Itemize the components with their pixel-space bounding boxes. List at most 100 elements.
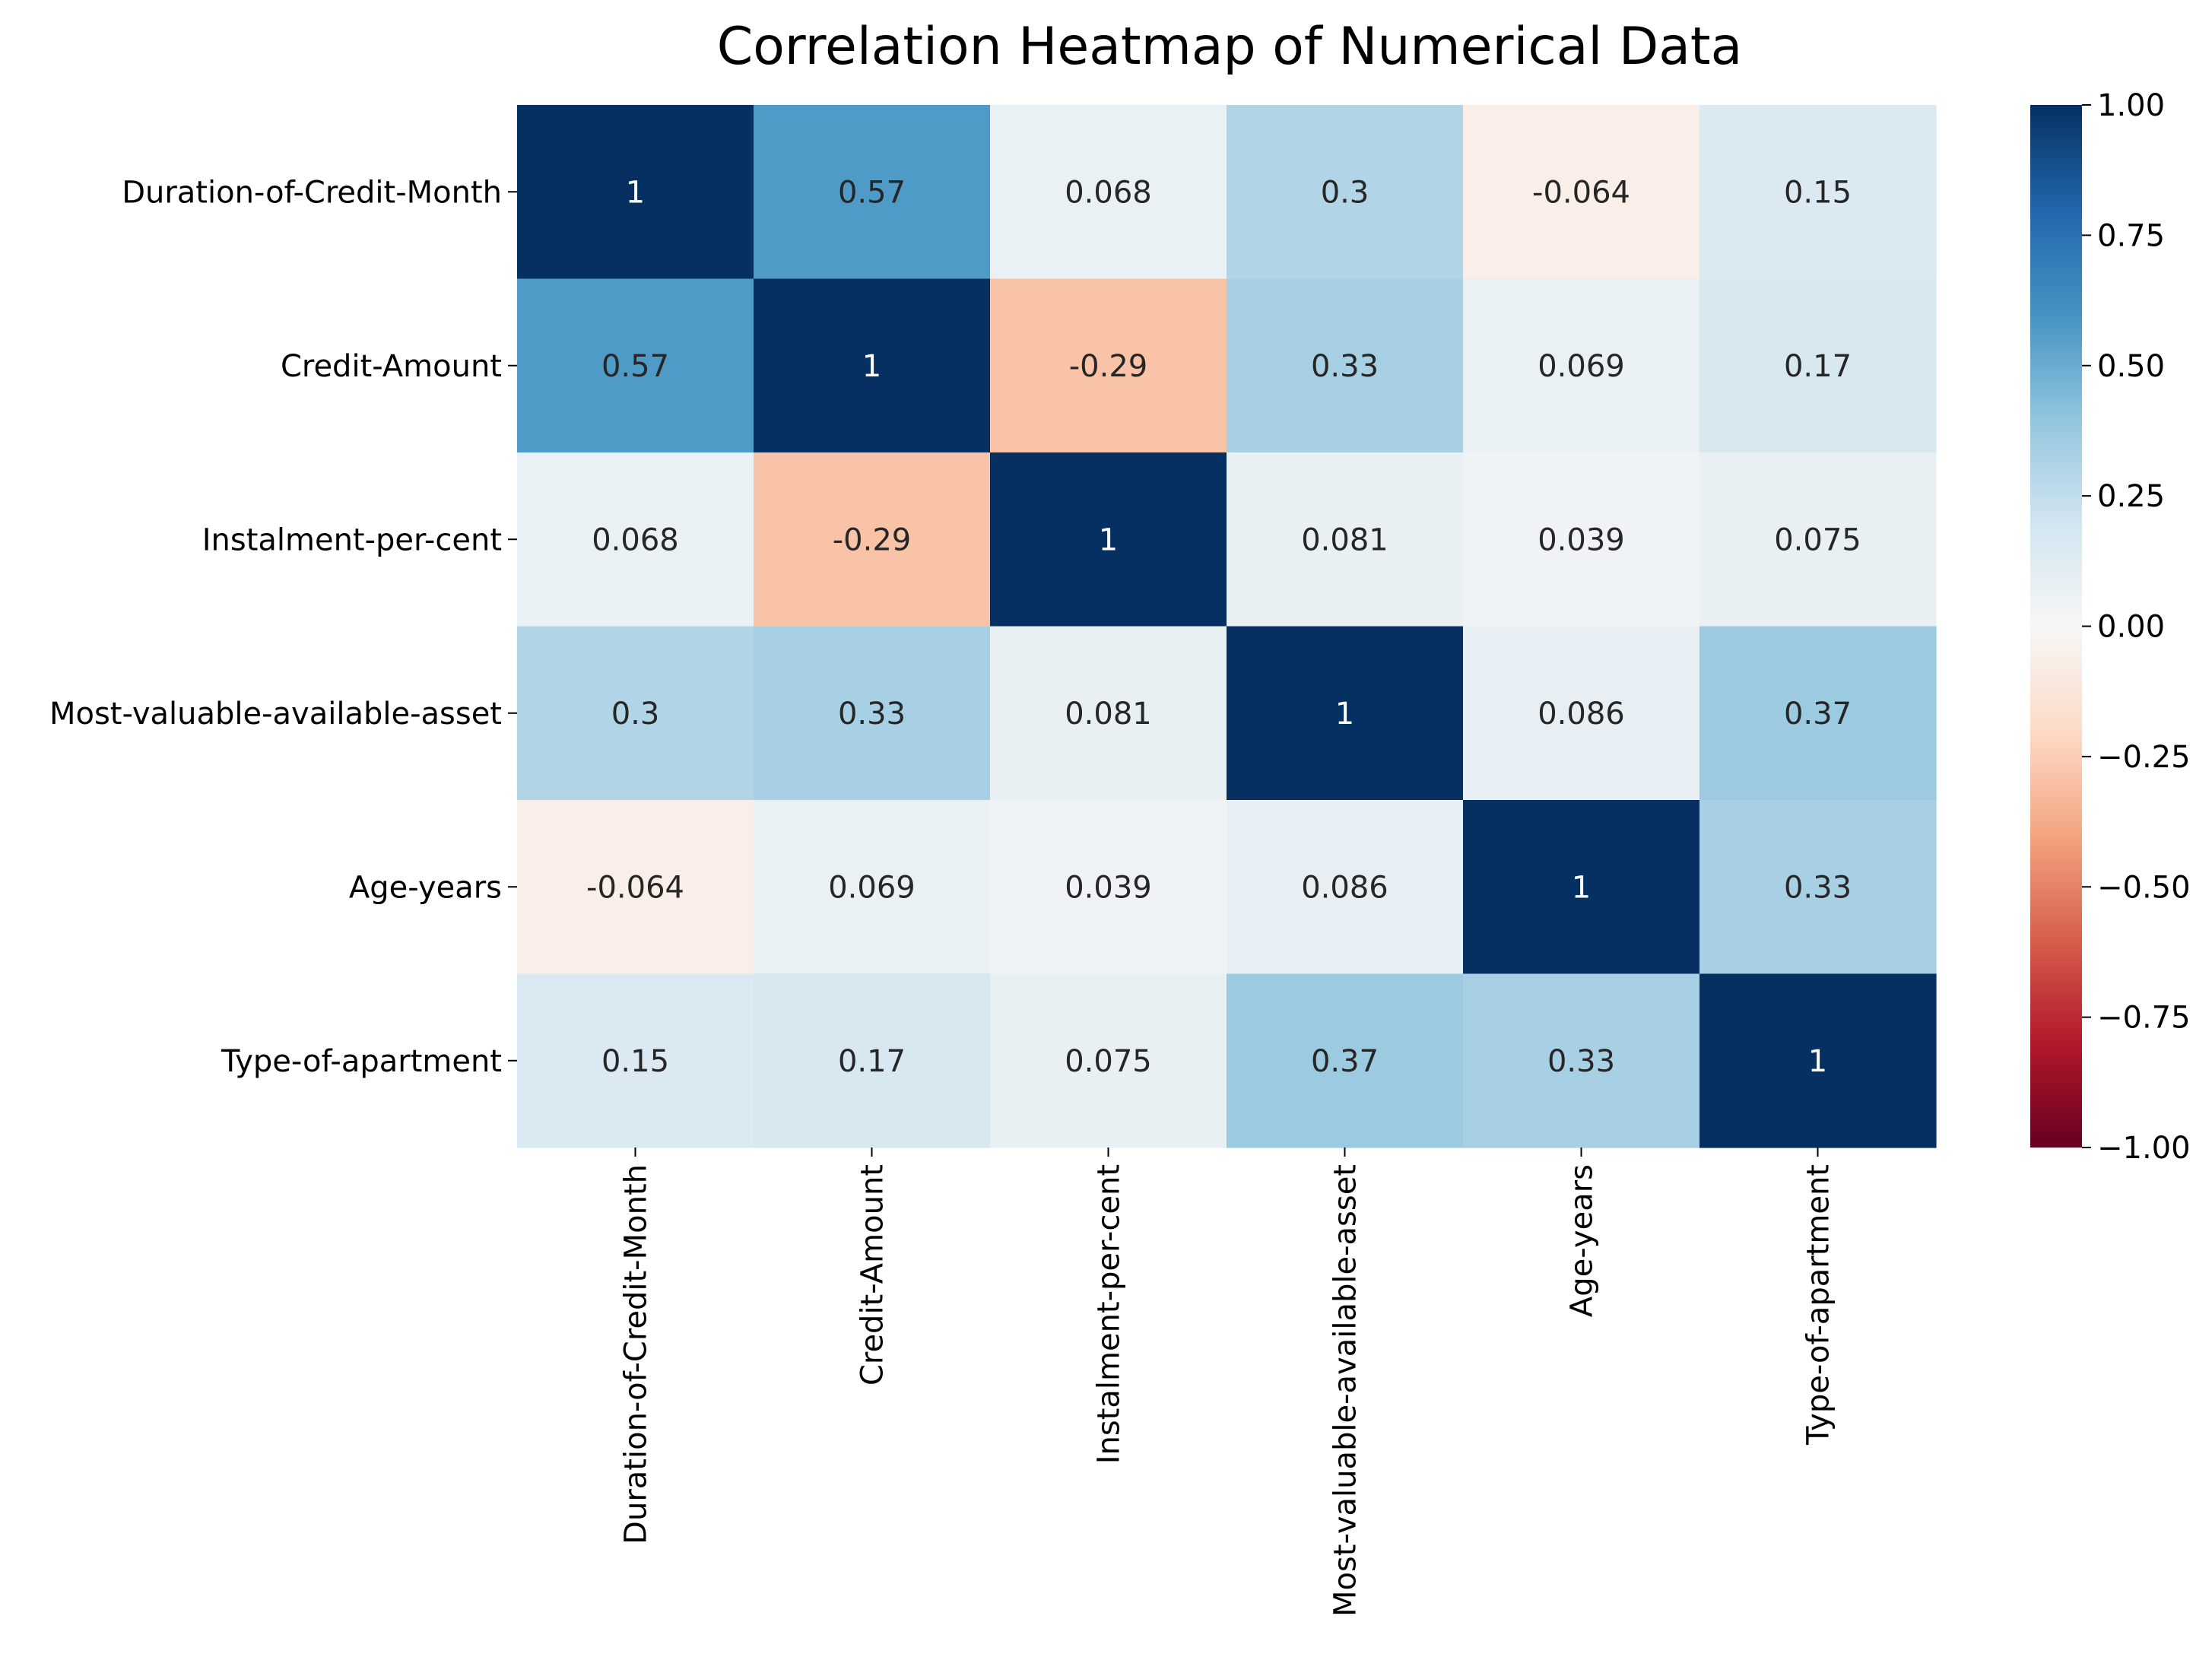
heatmap-cell	[1227, 452, 1464, 627]
cell-value-label: -0.29	[1069, 349, 1148, 384]
heatmap-cell	[517, 105, 754, 280]
heatmap-cell	[990, 626, 1227, 801]
cell-value-label: -0.064	[586, 870, 684, 905]
cell-value-label: 0.039	[1538, 522, 1625, 557]
x-tick-label: Instalment-per-cent	[1092, 1164, 1127, 1464]
cell-value-label: 0.068	[592, 522, 679, 557]
cell-value-label: 0.17	[838, 1044, 906, 1079]
heatmap-cell	[1699, 973, 1937, 1148]
cell-value-label: -0.064	[1532, 175, 1630, 210]
heatmap-cell	[990, 452, 1227, 627]
y-tick-label: Duration-of-Credit-Month	[122, 175, 502, 210]
y-axis: Duration-of-Credit-Month Credit-Amount Ins…	[49, 175, 517, 1079]
y-tick-label: Credit-Amount	[281, 349, 502, 384]
chart-title: Correlation Heatmap of Numerical Data	[717, 17, 1743, 77]
colorbar-gradient	[2030, 105, 2082, 1148]
heatmap-cell	[754, 626, 991, 801]
cell-value-label: 1	[1335, 697, 1354, 732]
heatmap-cell	[517, 452, 754, 627]
colorbar-tick-label: −0.25	[2097, 740, 2191, 775]
heatmap-cell	[517, 626, 754, 801]
colorbar-tick-label: −0.75	[2097, 1001, 2191, 1036]
heatmap-cell	[1699, 800, 1937, 975]
cell-value-label: 0.069	[1538, 349, 1625, 384]
heatmap-cell	[1699, 626, 1937, 801]
cell-value-label: 1	[862, 349, 881, 384]
colorbar-tick-label: 0.50	[2097, 349, 2165, 384]
x-tick-label: Credit-Amount	[855, 1164, 890, 1386]
heatmap-cell	[1699, 105, 1937, 280]
cell-value-label: 1	[1099, 522, 1118, 557]
cell-value-label: 0.33	[838, 697, 906, 732]
y-tick-label: Most-valuable-available-asset	[49, 697, 502, 732]
colorbar-tick-label: −0.50	[2097, 870, 2191, 905]
heatmap-cell	[517, 800, 754, 975]
cell-value-label: 1	[626, 175, 645, 210]
heatmap-cell	[990, 800, 1227, 975]
heatmap-cell	[1463, 626, 1700, 801]
cell-value-label: 0.075	[1065, 1044, 1152, 1079]
cell-value-label: 0.3	[1321, 175, 1369, 210]
heatmap-cell	[754, 973, 991, 1148]
cell-value-label: 0.075	[1774, 522, 1861, 557]
cell-value-label: 0.086	[1301, 870, 1388, 905]
cell-value-label: 0.039	[1065, 870, 1152, 905]
heatmap-cell	[1227, 973, 1464, 1148]
cell-value-label: 0.081	[1065, 697, 1152, 732]
colorbar: 1.00 0.75 0.50 0.25 0.00 −0.25 −0.50 −0.75 −1.00	[2030, 88, 2191, 1166]
heatmap-cell	[754, 452, 991, 627]
cell-value-label: 0.069	[828, 870, 916, 905]
heatmap-cell	[517, 973, 754, 1148]
cell-value-label: 1	[1572, 870, 1591, 905]
cell-value-label: 0.33	[1784, 870, 1852, 905]
cell-value-label: 0.33	[1311, 349, 1379, 384]
cell-value-label: 0.15	[1784, 175, 1852, 210]
cell-value-label: 0.15	[601, 1044, 669, 1079]
heatmap-cell	[754, 105, 991, 280]
heatmap-cell	[754, 800, 991, 975]
heatmap-cell	[990, 105, 1227, 280]
colorbar-tick-label: 1.00	[2097, 88, 2165, 123]
cell-value-label: 0.17	[1784, 349, 1852, 384]
colorbar-tick-label: 0.25	[2097, 479, 2165, 514]
colorbar-tick-label: 0.00	[2097, 610, 2165, 645]
heatmap-cell	[517, 278, 754, 453]
heatmap-cell	[1463, 973, 1700, 1148]
cell-value-label: 0.33	[1547, 1044, 1615, 1079]
heatmap-cell	[1699, 452, 1937, 627]
cell-value-label: 0.57	[601, 349, 669, 384]
heatmap-cell	[1227, 800, 1464, 975]
heatmap-annotations: 1 0.57 0.068 0.3 -0.064 0.15 0.57 1 -0.29 0.33 0.0…	[586, 175, 1861, 1079]
heatmap-cell	[990, 278, 1227, 453]
heatmap-cell	[1699, 278, 1937, 453]
heatmap-cell	[1227, 278, 1464, 453]
heatmap-cell	[990, 973, 1227, 1148]
cell-value-label: 0.57	[838, 175, 906, 210]
colorbar-tick-label: 0.75	[2097, 218, 2165, 253]
x-tick-label: Most-valuable-available-asset	[1328, 1164, 1363, 1617]
x-tick-label: Duration-of-Credit-Month	[619, 1164, 654, 1544]
y-tick-label: Age-years	[349, 870, 502, 905]
heatmap-cell	[1463, 278, 1700, 453]
cell-value-label: 1	[1808, 1044, 1827, 1079]
cell-value-label: 0.37	[1311, 1044, 1379, 1079]
x-tick-label: Age-years	[1565, 1164, 1600, 1317]
heatmap-cell	[1463, 452, 1700, 627]
heatmap-cells	[517, 105, 1937, 1148]
cell-value-label: 0.086	[1538, 697, 1625, 732]
cell-value-label: 0.081	[1301, 522, 1388, 557]
colorbar-tick-label: −1.00	[2097, 1131, 2191, 1166]
heatmap-cell	[1227, 105, 1464, 280]
cell-value-label: -0.29	[833, 522, 912, 557]
x-tick-label: Type-of-apartment	[1801, 1164, 1836, 1446]
y-tick-label: Type-of-apartment	[221, 1044, 502, 1079]
heatmap-cell	[1227, 626, 1464, 801]
heatmap-cell	[1463, 800, 1700, 975]
cell-value-label: 0.3	[611, 697, 660, 732]
x-axis: Duration-of-Credit-Month Credit-Amount Ins…	[619, 1148, 1836, 1617]
y-tick-label: Instalment-per-cent	[202, 522, 502, 557]
cell-value-label: 0.37	[1784, 697, 1852, 732]
heatmap-cell	[754, 278, 991, 453]
